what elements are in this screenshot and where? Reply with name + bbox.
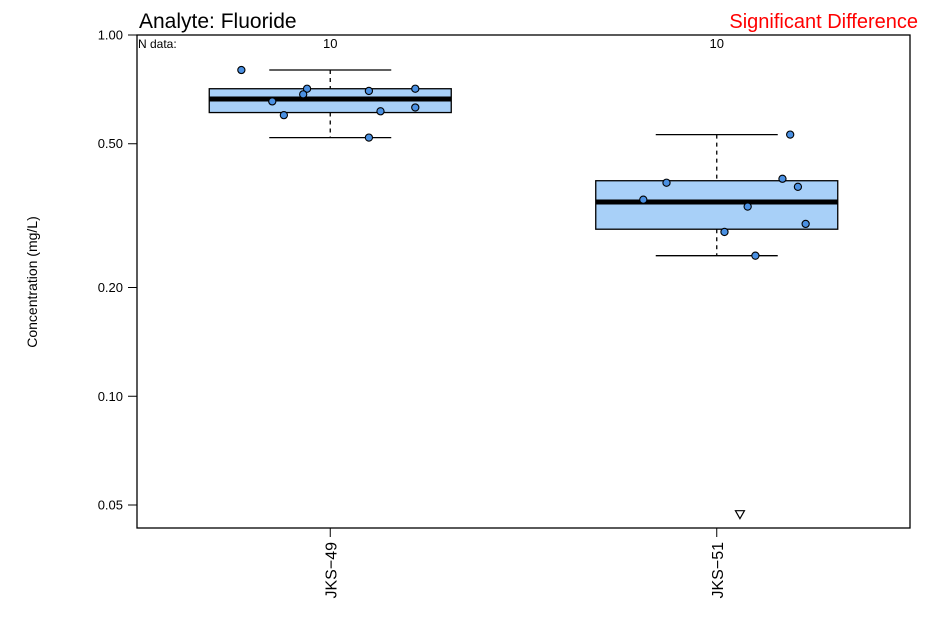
iqr-box xyxy=(595,180,839,230)
y-tick-label-4: 0.05 xyxy=(98,498,123,513)
y-tick-label-0: 1.00 xyxy=(98,28,123,43)
data-point-7 xyxy=(411,103,420,112)
n-count-2: 10 xyxy=(710,36,724,51)
data-point-5 xyxy=(299,90,308,99)
nondetect-marker-1 xyxy=(734,510,746,520)
chart-title: Analyte: Fluoride xyxy=(139,10,297,33)
y-axis: 1.00 0.50 0.20 0.10 0.05 xyxy=(98,28,138,513)
data-point-10 xyxy=(364,133,374,142)
x-tick-label-2: JKS−51 xyxy=(710,542,727,599)
data-point-9 xyxy=(279,110,289,120)
y-tick-label-2: 0.20 xyxy=(98,280,123,295)
group-2: 10 JKS−51 xyxy=(595,36,839,599)
data-point-9 xyxy=(751,251,760,260)
data-point-1 xyxy=(237,65,246,75)
data-point-4 xyxy=(793,182,803,191)
data-point-8 xyxy=(720,227,729,237)
n-count-1: 10 xyxy=(323,36,337,51)
x-tick-label-1: JKS−49 xyxy=(323,542,340,599)
group-1: 10 JKS−49 xyxy=(208,36,452,599)
data-point-2 xyxy=(778,174,787,183)
y-tick-label-1: 0.50 xyxy=(98,136,123,151)
data-point-3 xyxy=(364,86,374,96)
data-point-3 xyxy=(662,178,671,187)
data-point-6 xyxy=(268,97,277,106)
data-point-8 xyxy=(376,107,385,116)
data-point-5 xyxy=(639,195,648,204)
data-point-2 xyxy=(302,84,312,93)
box-groups: 10 JKS−49 10 JKS−51 xyxy=(208,36,839,599)
data-point-1 xyxy=(786,130,795,139)
y-tick-label-3: 0.10 xyxy=(98,389,123,404)
significance-annotation: Significant Difference xyxy=(729,11,918,33)
data-point-4 xyxy=(411,84,420,93)
y-axis-label: Concentration (mg/L) xyxy=(24,216,40,348)
n-data-label: N data: xyxy=(138,37,177,51)
data-point-6 xyxy=(743,202,752,211)
data-point-7 xyxy=(801,219,810,229)
